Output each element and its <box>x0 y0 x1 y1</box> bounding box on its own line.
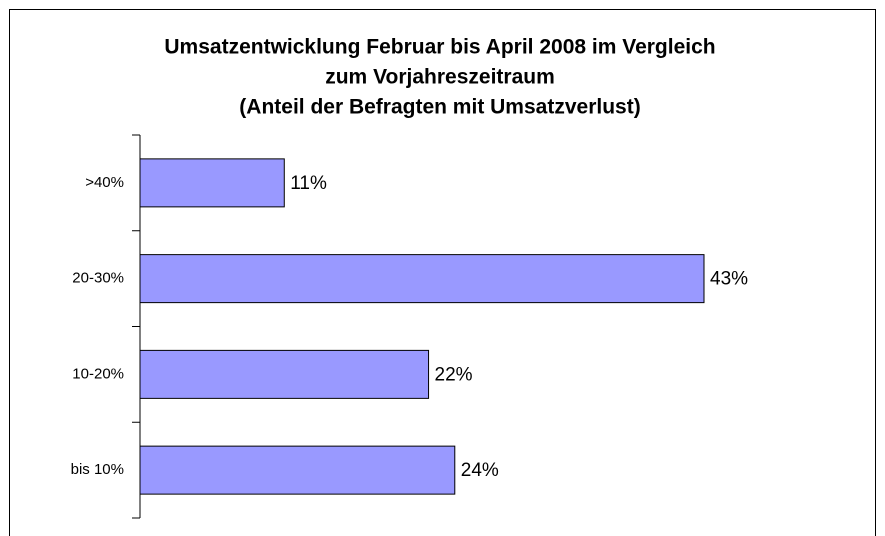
y-tick-label: bis 10% <box>71 461 124 478</box>
chart-title: (Anteil der Befragten mit Umsatzverlust) <box>239 96 640 119</box>
y-tick-label: >40% <box>85 174 124 191</box>
bar <box>139 445 456 495</box>
data-label: 22% <box>435 364 473 385</box>
chart-title: zum Vorjahreszeitraum <box>325 66 555 89</box>
chart-title: Umsatzentwicklung Februar bis April 2008… <box>164 36 715 59</box>
y-tick-label: 20-30% <box>72 270 124 287</box>
bar <box>139 158 285 208</box>
bar <box>139 254 705 304</box>
data-label: 11% <box>290 173 327 194</box>
bar <box>139 349 430 399</box>
data-label: 24% <box>461 460 499 481</box>
y-tick-label: 10-20% <box>72 365 124 382</box>
data-label: 43% <box>710 269 748 290</box>
